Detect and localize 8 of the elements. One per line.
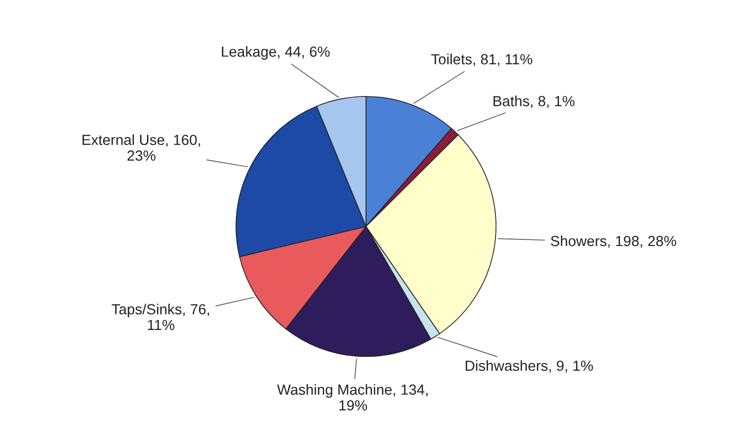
slice-label: Washing Machine, 134, 19% <box>277 384 428 411</box>
slice-label: Dishwashers, 9, 1% <box>466 360 593 373</box>
slice-label: Taps/Sinks, 76, 11% <box>112 304 210 330</box>
slice-label: Toilets, 81, 11% <box>431 54 532 66</box>
slice-label: Baths, 8, 1% <box>494 96 575 108</box>
slice-label: Showers, 198, 28% <box>550 235 676 248</box>
slice-label: Leakage, 44, 6% <box>222 46 330 60</box>
slice-label: External Use, 160, 23% <box>82 134 200 161</box>
